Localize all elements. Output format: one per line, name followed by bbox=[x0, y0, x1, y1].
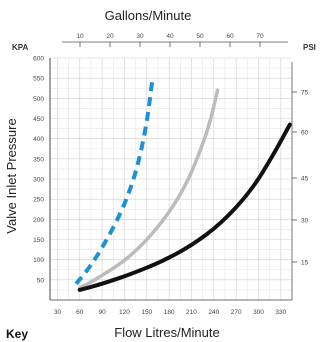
x-tick-label: 300 bbox=[253, 309, 264, 316]
right-tick-label: 45 bbox=[301, 176, 309, 183]
x-tick-label: 150 bbox=[141, 309, 152, 316]
left-unit-label: KPA bbox=[12, 43, 29, 52]
x-tick-label: 90 bbox=[99, 309, 107, 316]
y-tick-label: 150 bbox=[33, 237, 44, 244]
x-tick-label: 120 bbox=[119, 309, 130, 316]
right-unit-label: PSI bbox=[303, 43, 316, 52]
top-tick-label: 30 bbox=[136, 33, 144, 40]
y-tick-label: 500 bbox=[33, 96, 44, 103]
top-tick-label: 70 bbox=[256, 33, 264, 40]
right-tick-label: 60 bbox=[301, 130, 309, 137]
series-line-1 bbox=[74, 81, 154, 286]
chart-axes bbox=[49, 41, 297, 301]
top-tick-label: 60 bbox=[226, 33, 234, 40]
x-tick-label: 270 bbox=[231, 309, 242, 316]
x-tick-label: 210 bbox=[186, 309, 197, 316]
chart-series bbox=[74, 81, 292, 292]
top-tick-label: 40 bbox=[166, 33, 174, 40]
tick-labels: 30 60 90 120 150 180 210 240 270 300 330 600 550 500 4… bbox=[33, 33, 308, 316]
x-tick-label: 240 bbox=[208, 309, 219, 316]
y-tick-label: 50 bbox=[37, 277, 45, 284]
y-tick-label: 250 bbox=[33, 197, 44, 204]
top-axis-title: Gallons/Minute bbox=[105, 8, 192, 23]
key-label: Key bbox=[6, 327, 28, 341]
x-tick-label: 180 bbox=[164, 309, 175, 316]
x-tick-label: 60 bbox=[76, 309, 84, 316]
y-axis-title: Valve Inlet Pressure bbox=[4, 118, 19, 233]
y-tick-label: 550 bbox=[33, 76, 44, 83]
chart-grid bbox=[50, 57, 292, 301]
right-tick-label: 30 bbox=[301, 218, 309, 225]
top-tick-label: 20 bbox=[106, 33, 114, 40]
x-axis-title: Flow Litres/Minute bbox=[114, 325, 219, 340]
y-tick-label: 200 bbox=[33, 217, 44, 224]
series-line-3 bbox=[77, 122, 292, 292]
series-line-2 bbox=[78, 88, 220, 290]
right-tick-label: 75 bbox=[301, 90, 309, 97]
y-tick-label: 450 bbox=[33, 116, 44, 123]
x-tick-label: 330 bbox=[275, 309, 286, 316]
right-tick-label: 15 bbox=[301, 260, 309, 267]
x-tick-label: 30 bbox=[54, 309, 62, 316]
y-tick-label: 300 bbox=[33, 177, 44, 184]
y-tick-label: 600 bbox=[33, 56, 44, 63]
top-tick-label: 50 bbox=[196, 33, 204, 40]
y-tick-label: 100 bbox=[33, 257, 44, 264]
y-tick-label: 350 bbox=[33, 156, 44, 163]
y-tick-label: 400 bbox=[33, 136, 44, 143]
top-tick-label: 10 bbox=[76, 33, 84, 40]
